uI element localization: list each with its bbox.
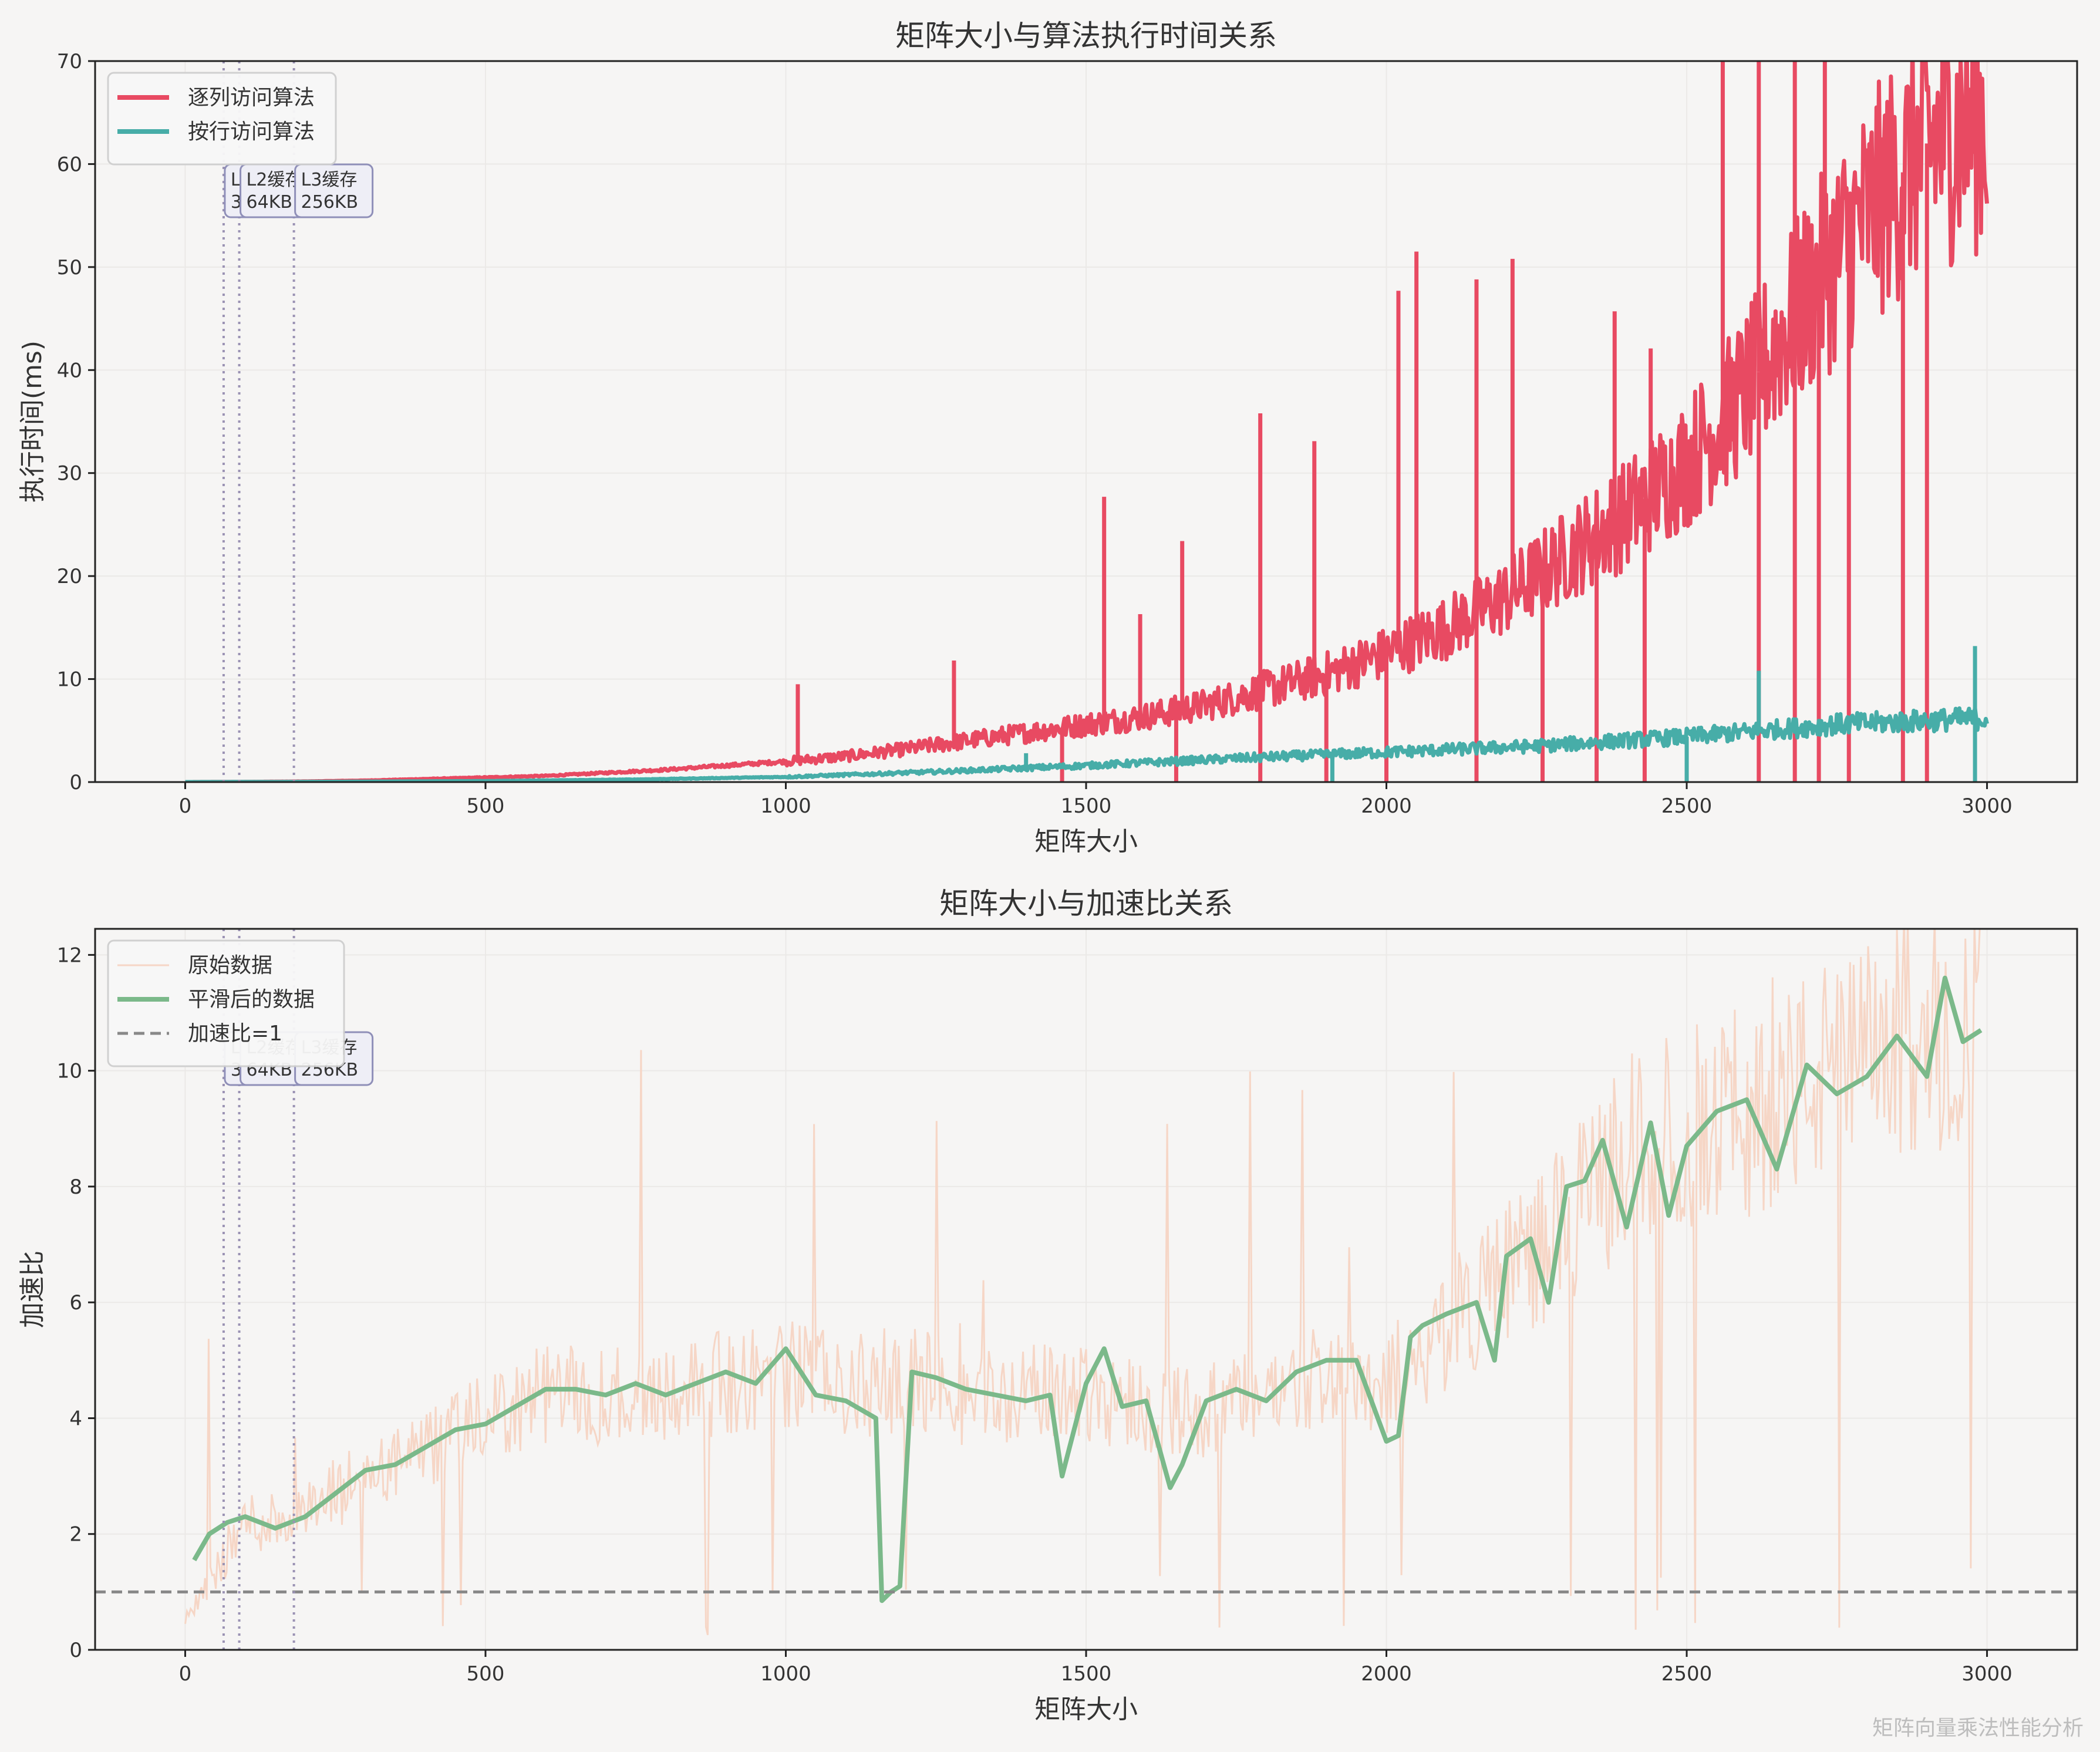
y-tick-label: 30 <box>57 462 82 486</box>
cache-box <box>294 163 374 218</box>
y-tick-label: 8 <box>69 1175 82 1199</box>
y-tick-label: 12 <box>57 944 82 967</box>
y-axis-label: 加速比 <box>18 1251 48 1328</box>
x-tick-label: 2000 <box>1361 1662 1412 1686</box>
x-axis-label: 矩阵大小 <box>1034 827 1138 857</box>
x-tick-label: 2000 <box>1361 794 1412 818</box>
y-tick-label: 40 <box>57 359 82 382</box>
y-tick-label: 50 <box>57 256 82 279</box>
y-axis-label: 执行时间(ms) <box>18 341 48 503</box>
y-tick-label: 6 <box>69 1291 82 1315</box>
x-tick-label: 1000 <box>760 1662 811 1686</box>
x-axis-label: 矩阵大小 <box>1034 1694 1138 1724</box>
series-line-raw <box>184 929 1981 1636</box>
y-tick-label: 4 <box>69 1407 82 1430</box>
y-tick-label: 0 <box>69 771 82 794</box>
legend-label: 逐列访问算法 <box>188 86 315 110</box>
legend-label: 加速比=1 <box>188 1022 282 1046</box>
y-tick-label: 10 <box>57 1060 82 1083</box>
y-tick-label: 2 <box>69 1523 82 1547</box>
cache-size: 64KB <box>247 192 292 213</box>
x-tick-label: 3000 <box>1961 794 2013 818</box>
x-tick-label: 1500 <box>1061 794 1112 818</box>
cache-size: 256KB <box>301 192 359 213</box>
x-tick-label: 500 <box>467 1662 505 1686</box>
x-tick-label: 500 <box>467 794 505 818</box>
speedup-chart: L1缓存32KBL2缓存64KBL3缓存256KB050010001500200… <box>18 887 2078 1724</box>
x-tick-label: 2500 <box>1661 1662 1713 1686</box>
cache-label: L3缓存 <box>301 170 358 190</box>
execution-time-chart: L1缓存32KBL2缓存64KBL3缓存256KB050010001500200… <box>18 19 2078 857</box>
x-tick-label: 0 <box>179 794 192 818</box>
y-tick-label: 70 <box>57 50 82 73</box>
watermark: 矩阵向量乘法性能分析 <box>1872 1716 2084 1740</box>
y-tick-label: 10 <box>57 668 82 692</box>
legend-label: 原始数据 <box>188 954 272 978</box>
y-tick-label: 20 <box>57 565 82 588</box>
y-tick-label: 60 <box>57 153 82 176</box>
chart-title: 矩阵大小与算法执行时间关系 <box>895 19 1277 53</box>
y-tick-label: 0 <box>69 1639 82 1662</box>
series-line-smoothed <box>192 975 1983 1603</box>
x-tick-label: 2500 <box>1661 794 1713 818</box>
cache-label: L2缓存 <box>247 170 303 190</box>
x-tick-label: 0 <box>179 1662 192 1686</box>
series-line-row <box>184 706 1989 782</box>
series-line-column <box>184 61 1989 782</box>
x-tick-label: 1000 <box>760 794 811 818</box>
x-tick-label: 1500 <box>1061 1662 1112 1686</box>
legend-label: 平滑后的数据 <box>188 988 315 1012</box>
chart-title: 矩阵大小与加速比关系 <box>939 887 1233 921</box>
x-tick-label: 3000 <box>1961 1662 2013 1686</box>
legend-label: 按行访问算法 <box>188 120 315 144</box>
